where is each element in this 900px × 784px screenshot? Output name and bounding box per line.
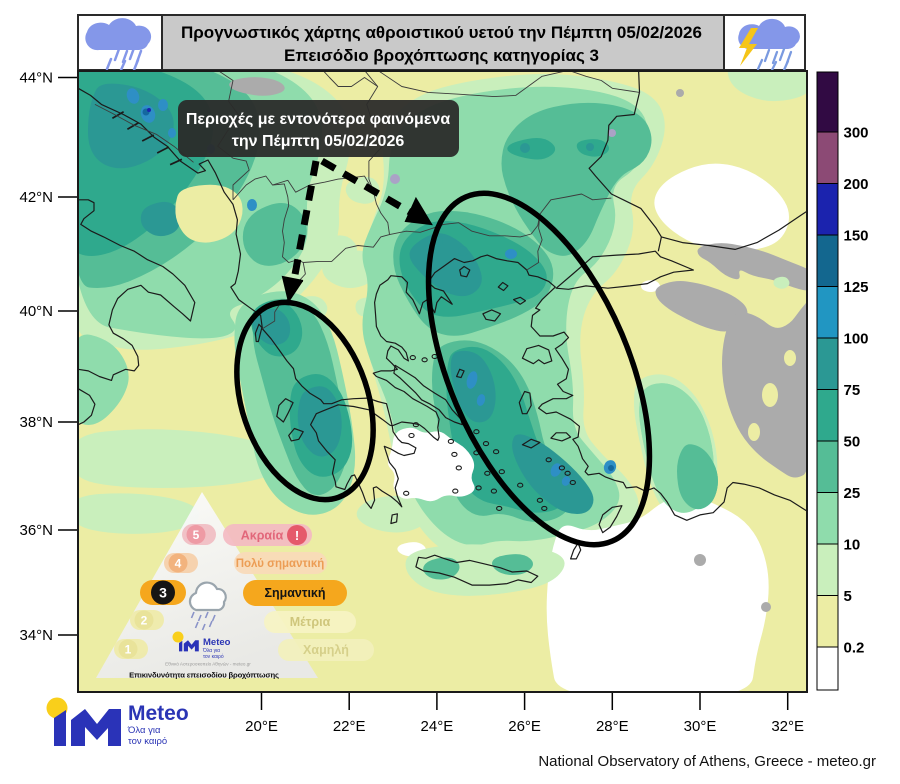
svg-text:2: 2 <box>141 614 148 628</box>
svg-text:30°E: 30°E <box>684 718 717 735</box>
svg-text:!: ! <box>295 528 299 543</box>
svg-text:4: 4 <box>175 557 182 571</box>
svg-text:3: 3 <box>159 585 167 601</box>
svg-text:0.2: 0.2 <box>844 640 865 657</box>
svg-text:40°N: 40°N <box>19 303 53 320</box>
svg-text:44°N: 44°N <box>19 70 53 87</box>
svg-text:Meteo: Meteo <box>128 702 189 725</box>
svg-text:38°N: 38°N <box>19 414 53 431</box>
svg-text:Σημαντική: Σημαντική <box>264 586 325 600</box>
svg-text:Ακραία: Ακραία <box>241 529 284 543</box>
svg-text:1: 1 <box>125 643 132 657</box>
svg-text:300: 300 <box>844 125 869 142</box>
svg-text:Όλα για: Όλα για <box>202 648 220 654</box>
svg-text:Μέτρια: Μέτρια <box>290 615 331 629</box>
svg-text:Meteo: Meteo <box>203 637 231 648</box>
svg-text:42°N: 42°N <box>19 189 53 206</box>
svg-text:Χαμηλή: Χαμηλή <box>303 643 349 657</box>
svg-text:75: 75 <box>844 382 861 399</box>
svg-text:Επικινδυνότητα επεισοδίου βροχ: Επικινδυνότητα επεισοδίου βροχόπτωσης <box>129 671 279 680</box>
svg-text:20°E: 20°E <box>245 718 278 735</box>
svg-text:150: 150 <box>844 228 869 245</box>
svg-text:τον καιρό: τον καιρό <box>128 736 167 747</box>
svg-text:34°N: 34°N <box>19 627 53 644</box>
svg-text:25: 25 <box>844 485 861 502</box>
svg-text:200: 200 <box>844 176 869 193</box>
svg-text:Πολύ σημαντική: Πολύ σημαντική <box>236 558 325 570</box>
svg-text:100: 100 <box>844 331 869 348</box>
svg-text:την Πέμπτη 05/02/2026: την Πέμπτη 05/02/2026 <box>232 133 405 150</box>
svg-text:36°N: 36°N <box>19 522 53 539</box>
svg-text:Εθνικό Αστεροσκοπείο Αθηνών -: Εθνικό Αστεροσκοπείο Αθηνών - meteo.gr <box>165 661 251 667</box>
svg-text:Όλα για: Όλα για <box>127 725 161 736</box>
svg-text:22°E: 22°E <box>333 718 366 735</box>
svg-text:24°E: 24°E <box>421 718 454 735</box>
svg-text:Περιοχές με εντονότερα φαινόμε: Περιοχές με εντονότερα φαινόμενα <box>186 111 450 128</box>
svg-text:32°E: 32°E <box>771 718 804 735</box>
svg-text:τον καιρό: τον καιρό <box>203 653 224 660</box>
svg-text:125: 125 <box>844 279 869 296</box>
svg-text:26°E: 26°E <box>508 718 541 735</box>
svg-text:10: 10 <box>844 537 861 554</box>
svg-text:50: 50 <box>844 434 861 451</box>
svg-text:5: 5 <box>844 588 852 605</box>
svg-text:5: 5 <box>193 528 200 542</box>
svg-text:28°E: 28°E <box>596 718 629 735</box>
